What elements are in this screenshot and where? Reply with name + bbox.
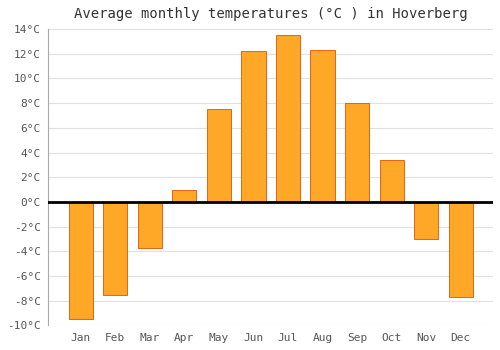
Bar bbox=[414, 202, 438, 239]
Bar bbox=[345, 103, 369, 202]
Bar bbox=[310, 50, 334, 202]
Bar bbox=[448, 202, 473, 297]
Bar bbox=[68, 202, 92, 319]
Bar bbox=[172, 190, 197, 202]
Bar bbox=[380, 160, 404, 202]
Bar bbox=[242, 51, 266, 202]
Bar bbox=[207, 109, 231, 202]
Title: Average monthly temperatures (°C ) in Hoverberg: Average monthly temperatures (°C ) in Ho… bbox=[74, 7, 468, 21]
Bar bbox=[138, 202, 162, 247]
Bar bbox=[103, 202, 128, 295]
Bar bbox=[276, 35, 300, 202]
